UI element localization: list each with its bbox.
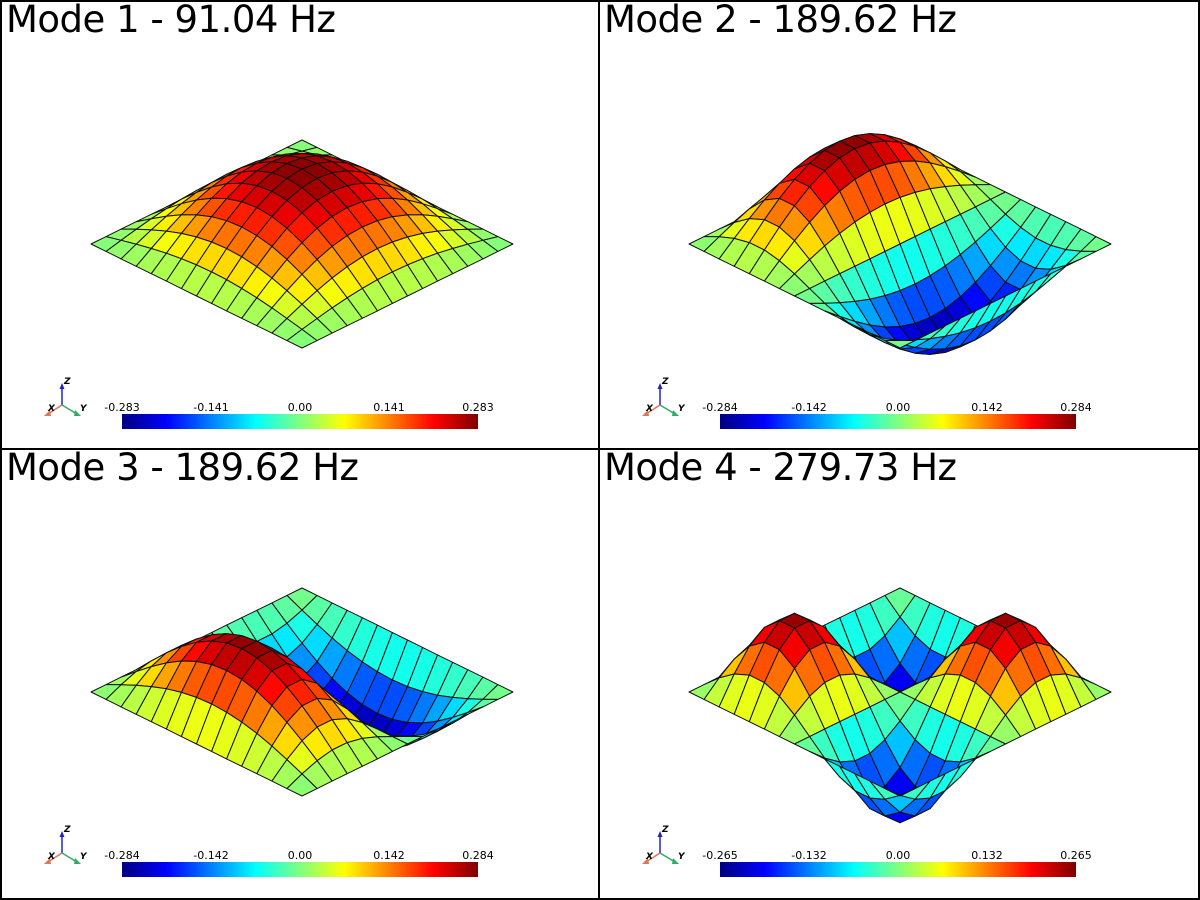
mesh-surface <box>688 587 1112 824</box>
mode-4-surface-plot[interactable]: -0.265 -0.132 0.00 0.132 0.265 Z X Y <box>600 450 1200 900</box>
colorbar-tick-label: 0.284 <box>1060 401 1092 414</box>
orientation-axes-icon: Z X Y <box>642 377 686 416</box>
colorbar-tick-label: 0.142 <box>971 401 1003 414</box>
axis-label-y: Y <box>678 852 686 862</box>
axis-label-x: X <box>47 852 56 862</box>
mesh-surface <box>90 139 514 349</box>
colorbar-tick-label: -0.265 <box>702 849 737 862</box>
axis-label-z: Z <box>661 377 669 387</box>
colorbar <box>720 414 1076 429</box>
mesh-surface <box>688 133 1112 355</box>
mode-2-surface-plot[interactable]: -0.284 -0.142 0.00 0.142 0.284 Z X Y <box>600 2 1200 450</box>
mode-1-surface-plot[interactable]: -0.283 -0.141 0.00 0.141 0.283 Z X Y <box>2 2 600 450</box>
colorbar-tick-label: 0.00 <box>886 401 911 414</box>
colorbar-tick-label: -0.142 <box>791 401 826 414</box>
axis-label-x: X <box>47 404 56 414</box>
mode-3-surface-plot[interactable]: -0.284 -0.142 0.00 0.142 0.284 Z X Y <box>2 450 600 900</box>
mesh-cell <box>286 773 318 797</box>
mesh-cell <box>884 339 916 349</box>
orientation-axes-icon: Z X Y <box>642 825 686 864</box>
colorbar <box>720 862 1076 877</box>
panel-title: Mode 1 - 91.04 Hz <box>6 0 336 41</box>
colorbar-tick-label: 0.284 <box>462 849 494 862</box>
panel-mode-3[interactable]: -0.284 -0.142 0.00 0.142 0.284 Z X Y Mode 3 - 1… <box>0 448 600 900</box>
colorbar-tick-label: -0.132 <box>791 849 826 862</box>
colorbar-tick-label: -0.283 <box>104 401 139 414</box>
colorbar-tick-label: 0.265 <box>1060 849 1092 862</box>
colorbar-tick-label: -0.142 <box>193 849 228 862</box>
axis-label-y: Y <box>80 852 88 862</box>
mesh-surface <box>90 587 514 797</box>
panel-mode-2[interactable]: -0.284 -0.142 0.00 0.142 0.284 Z X Y Mode 2 - 1… <box>598 0 1200 450</box>
axis-label-z: Z <box>661 825 669 835</box>
colorbar-tick-label: 0.00 <box>288 401 313 414</box>
orientation-axes-icon: Z X Y <box>44 377 88 416</box>
colorbar-tick-label: 0.283 <box>462 401 494 414</box>
axis-label-y: Y <box>678 404 686 414</box>
colorbar-tick-label: 0.00 <box>288 849 313 862</box>
colorbar-tick-label: -0.284 <box>104 849 139 862</box>
axis-label-x: X <box>645 404 654 414</box>
orientation-axes-icon: Z X Y <box>44 825 88 864</box>
colorbar-tick-label: 0.00 <box>886 849 911 862</box>
panel-title: Mode 2 - 189.62 Hz <box>604 0 957 41</box>
colorbar-tick-label: 0.141 <box>373 401 405 414</box>
panel-mode-4[interactable]: -0.265 -0.132 0.00 0.132 0.265 Z X Y Mode 4 - 2… <box>598 448 1200 900</box>
colorbar-tick-label: -0.141 <box>193 401 228 414</box>
colorbar-tick-label: 0.142 <box>373 849 405 862</box>
axis-label-y: Y <box>80 404 88 414</box>
axis-label-z: Z <box>63 377 71 387</box>
mesh-cell <box>884 788 916 797</box>
panel-title: Mode 3 - 189.62 Hz <box>6 448 359 489</box>
axis-label-x: X <box>645 852 654 862</box>
axis-label-z: Z <box>63 825 71 835</box>
colorbar-tick-label: -0.284 <box>702 401 737 414</box>
colorbar <box>122 862 478 877</box>
panel-title: Mode 4 - 279.73 Hz <box>604 448 957 489</box>
mesh-cell <box>286 328 318 349</box>
colorbar <box>122 414 478 429</box>
panel-mode-1[interactable]: -0.283 -0.141 0.00 0.141 0.283 Z X Y Mode 1 - 9… <box>0 0 600 450</box>
colorbar-tick-label: 0.132 <box>971 849 1003 862</box>
